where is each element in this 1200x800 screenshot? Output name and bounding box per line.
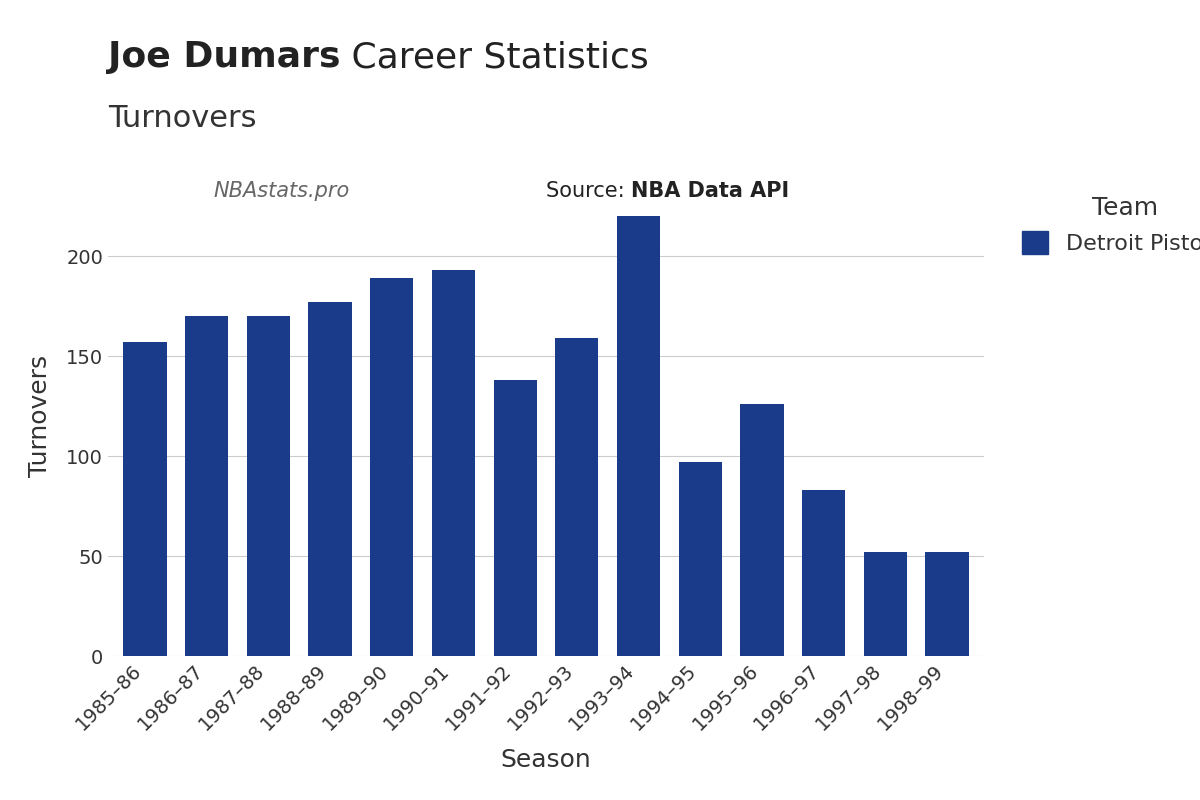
Text: Turnovers: Turnovers — [108, 104, 257, 133]
Bar — [308, 302, 352, 656]
Text: Career Statistics: Career Statistics — [341, 40, 649, 74]
Bar — [740, 404, 784, 656]
Bar — [617, 216, 660, 656]
Text: Source:: Source: — [546, 181, 631, 201]
Text: Joe Dumars: Joe Dumars — [108, 40, 341, 74]
Bar — [493, 380, 536, 656]
Bar — [864, 552, 907, 656]
Bar — [802, 490, 845, 656]
Legend: Detroit Pistons: Detroit Pistons — [1013, 187, 1200, 263]
Bar — [432, 270, 475, 656]
Bar — [185, 316, 228, 656]
Y-axis label: Turnovers: Turnovers — [28, 355, 52, 477]
Text: NBA Data API: NBA Data API — [631, 181, 790, 201]
Bar — [679, 462, 722, 656]
X-axis label: Season: Season — [500, 748, 592, 772]
Bar — [925, 552, 968, 656]
Bar — [124, 342, 167, 656]
Bar — [556, 338, 599, 656]
Bar — [247, 316, 290, 656]
Bar — [370, 278, 413, 656]
Text: NBAstats.pro: NBAstats.pro — [214, 181, 349, 201]
